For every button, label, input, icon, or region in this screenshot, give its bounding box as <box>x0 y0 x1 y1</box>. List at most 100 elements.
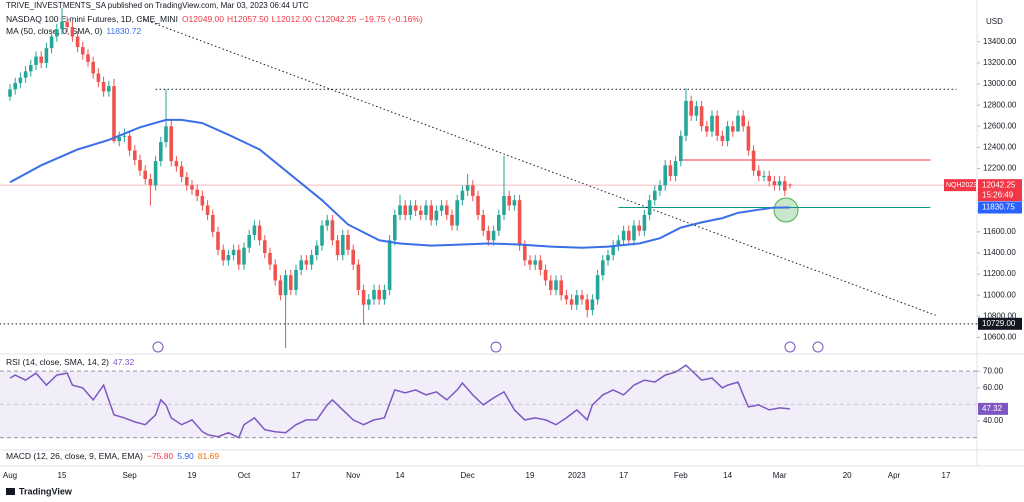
candle-body <box>49 36 54 49</box>
candle-body <box>341 235 345 256</box>
candle-body <box>476 195 480 215</box>
candle-body <box>273 264 277 281</box>
candle-body <box>497 214 501 231</box>
candle-body <box>580 295 584 300</box>
candle-body <box>647 200 652 215</box>
candle-body <box>611 245 615 256</box>
x-tick-label: Nov <box>346 471 360 480</box>
candle-body <box>367 299 371 305</box>
currency: USD <box>986 17 1003 26</box>
candle-body <box>632 225 636 241</box>
x-tick-label: 17 <box>292 471 301 480</box>
event-icon[interactable] <box>812 341 824 353</box>
x-tick-label: 17 <box>942 471 951 480</box>
candle-body <box>195 189 199 196</box>
event-icon[interactable] <box>784 341 796 353</box>
y-tick-label: 10800.00 <box>983 311 1017 320</box>
y-tick-label: 12600.00 <box>983 121 1017 130</box>
candle-body <box>736 115 740 132</box>
candle-body <box>460 190 465 201</box>
x-tick-label: 20 <box>843 471 852 480</box>
x-tick-label: Aug <box>3 471 17 480</box>
candle-body <box>705 126 709 132</box>
candle-body <box>320 225 324 246</box>
level-tag <box>978 317 1022 330</box>
macd-name: MACD (12, 26, close, 9, EMA, EMA) <box>6 451 143 461</box>
candle-body <box>601 260 605 276</box>
candle-body <box>486 230 491 241</box>
candle-body <box>741 115 745 127</box>
y-tick-label: 40.00 <box>983 416 1004 425</box>
candle-body <box>377 289 381 300</box>
candle-body <box>393 214 397 241</box>
candle-body <box>351 249 355 265</box>
ma-value: 11830.72 <box>106 26 141 36</box>
candle-body <box>439 205 444 211</box>
candle-body <box>226 255 231 261</box>
candle-body <box>627 230 631 241</box>
ohlc-open: O12049.00 <box>182 14 224 24</box>
y-tick-label: 11000.00 <box>983 290 1016 299</box>
candle-body <box>637 225 641 231</box>
candle-body <box>263 240 267 253</box>
x-tick-label: 17 <box>619 471 628 480</box>
candle-body <box>96 73 101 82</box>
candle-body <box>668 165 673 176</box>
y-tick-label: 13000.00 <box>983 79 1017 88</box>
candle-body <box>523 245 527 261</box>
candle-body <box>294 269 298 290</box>
event-icon[interactable] <box>152 341 164 353</box>
candle-body <box>621 230 626 241</box>
rsi-value: 47.32 <box>113 357 135 367</box>
level-tag-label: 11830.75 <box>982 203 1015 212</box>
candle-body <box>528 260 532 265</box>
candle-body <box>455 200 459 226</box>
candle-body <box>590 299 595 310</box>
candle-body <box>107 86 111 92</box>
candle-body <box>70 27 75 37</box>
candle-body <box>221 249 225 261</box>
candle-body <box>257 225 262 241</box>
candle-body <box>101 81 106 92</box>
candle-body <box>465 185 470 191</box>
x-tick-label: Dec <box>460 471 474 480</box>
candle-body <box>237 249 241 265</box>
candle-body <box>679 135 683 162</box>
candle-body <box>751 150 756 171</box>
candle-body <box>315 245 319 256</box>
symbol-tag-label: NQH2023 <box>946 182 977 189</box>
candle-body <box>39 56 43 63</box>
candle-body <box>117 136 121 142</box>
candle-body <box>138 160 142 171</box>
candle-body <box>216 231 220 250</box>
candle-body <box>200 195 205 206</box>
candle-body <box>684 100 688 136</box>
candle-body <box>715 115 719 136</box>
candle-body <box>419 210 423 215</box>
candle-body <box>585 299 589 310</box>
candle-body <box>398 205 402 215</box>
candle-body <box>325 220 329 226</box>
candle-body <box>569 299 574 305</box>
logo-mark <box>6 488 15 495</box>
candle-body <box>543 269 548 281</box>
candle-body <box>23 71 28 78</box>
candle-body <box>361 289 366 305</box>
ma-line <box>9 118 791 249</box>
candle-body <box>169 126 173 162</box>
candle-body <box>517 200 522 246</box>
candle-body <box>595 275 600 300</box>
x-tick-label: 19 <box>526 471 535 480</box>
candle-body <box>746 126 751 151</box>
price-tag <box>978 179 1022 202</box>
publisher: TRIVE_INVESTMENTS_SA published on Tradin… <box>6 1 309 10</box>
event-icon[interactable] <box>490 341 502 353</box>
candle-body <box>211 214 215 232</box>
x-tick-label: 14 <box>723 471 732 480</box>
candle-body <box>424 205 428 215</box>
candle-body <box>159 142 163 162</box>
candle-body <box>564 295 569 300</box>
candle-body <box>731 126 735 132</box>
candle-body <box>205 205 210 215</box>
candle-body <box>512 200 517 206</box>
